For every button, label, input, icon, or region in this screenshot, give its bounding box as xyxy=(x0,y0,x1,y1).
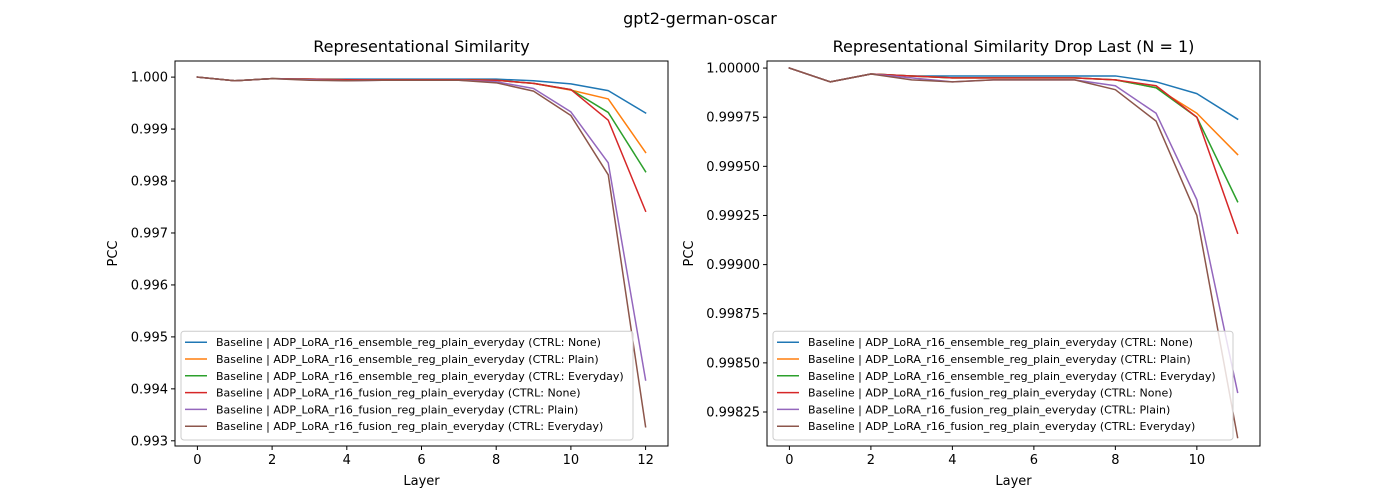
y-tick-label: 0.994 xyxy=(131,382,168,397)
legend-entry: Baseline | ADP_LoRA_r16_fusion_reg_plain… xyxy=(808,420,1195,433)
y-tick-label: 0.99825 xyxy=(706,406,760,421)
x-tick-label: 4 xyxy=(948,453,956,468)
x-tick-label: 10 xyxy=(563,453,580,468)
y-tick-label: 0.99925 xyxy=(706,209,760,224)
subplot-title: Representational Similarity xyxy=(313,37,530,56)
x-tick-label: 0 xyxy=(785,453,793,468)
x-tick-label: 2 xyxy=(867,453,875,468)
subplot-title: Representational Similarity Drop Last (N… xyxy=(833,37,1195,56)
x-tick-label: 6 xyxy=(1030,453,1038,468)
x-axis-label: Layer xyxy=(995,474,1032,489)
y-tick-label: 1.00000 xyxy=(706,62,760,77)
legend-frame xyxy=(180,330,634,441)
series-line-6 xyxy=(788,67,1239,439)
subplot-1: 0 2 4 6 8 10 12 0.993 0.994 0.995 0.996 0.997 0.998 0… xyxy=(106,37,669,489)
x-tick-label: 2 xyxy=(268,453,276,468)
subplot-2: 0 2 4 6 8 10 0.99825 0.99850 0.99875 0.99900 0.999… xyxy=(682,37,1261,489)
legend-entry: Baseline | ADP_LoRA_r16_ensemble_reg_pla… xyxy=(808,353,1191,366)
x-tick-label: 8 xyxy=(1111,453,1119,468)
legend-entry: Baseline | ADP_LoRA_r16_fusion_reg_plain… xyxy=(216,403,578,416)
legend-entry: Baseline | ADP_LoRA_r16_ensemble_reg_pla… xyxy=(808,336,1193,349)
y-tick-label: 0.997 xyxy=(131,226,168,241)
legend-entry: Baseline | ADP_LoRA_r16_ensemble_reg_pla… xyxy=(216,370,624,383)
y-tick-label: 0.99900 xyxy=(706,258,760,273)
legend-entry: Baseline | ADP_LoRA_r16_fusion_reg_plain… xyxy=(216,420,603,433)
x-tick-label: 10 xyxy=(1189,453,1206,468)
legend-entry: Baseline | ADP_LoRA_r16_fusion_reg_plain… xyxy=(808,387,1173,400)
x-tick-label: 8 xyxy=(492,453,500,468)
x-tick-label: 4 xyxy=(343,453,351,468)
legend: Baseline | ADP_LoRA_r16_ensemble_reg_pla… xyxy=(772,330,1234,441)
y-axis-label: PCC xyxy=(106,241,121,267)
legend-entry: Baseline | ADP_LoRA_r16_ensemble_reg_pla… xyxy=(216,353,599,366)
y-tick-label: 0.99875 xyxy=(706,307,760,322)
plot-frame xyxy=(766,60,1261,447)
y-tick-label: 0.99850 xyxy=(706,356,760,371)
legend-entry: Baseline | ADP_LoRA_r16_ensemble_reg_pla… xyxy=(808,370,1216,383)
y-tick-label: 0.998 xyxy=(131,175,168,190)
x-axis-label: Layer xyxy=(403,474,440,489)
legend-entry: Baseline | ADP_LoRA_r16_fusion_reg_plain… xyxy=(808,403,1170,416)
y-tick-label: 0.993 xyxy=(131,434,168,449)
legend-frame xyxy=(772,330,1234,441)
y-tick-label: 0.999 xyxy=(131,123,168,138)
figure-suptitle: gpt2-german-oscar xyxy=(623,9,777,28)
y-axis-label: PCC xyxy=(682,241,697,267)
series-line-6 xyxy=(196,76,647,428)
y-tick-label: 0.99975 xyxy=(706,111,760,126)
y-tick-label: 0.995 xyxy=(131,330,168,345)
y-tick-label: 0.996 xyxy=(131,278,168,293)
legend-entry: Baseline | ADP_LoRA_r16_fusion_reg_plain… xyxy=(216,387,581,400)
x-tick-label: 0 xyxy=(193,453,201,468)
legend: Baseline | ADP_LoRA_r16_ensemble_reg_pla… xyxy=(180,330,634,441)
y-tick-label: 1.000 xyxy=(131,71,168,86)
x-tick-label: 12 xyxy=(637,453,654,468)
y-tick-label: 0.99950 xyxy=(706,160,760,175)
x-tick-label: 6 xyxy=(417,453,425,468)
legend-entry: Baseline | ADP_LoRA_r16_ensemble_reg_pla… xyxy=(216,336,601,349)
subplots: 0 2 4 6 8 10 12 0.993 0.994 0.995 0.996 0.997 0.998 0… xyxy=(106,37,1261,489)
